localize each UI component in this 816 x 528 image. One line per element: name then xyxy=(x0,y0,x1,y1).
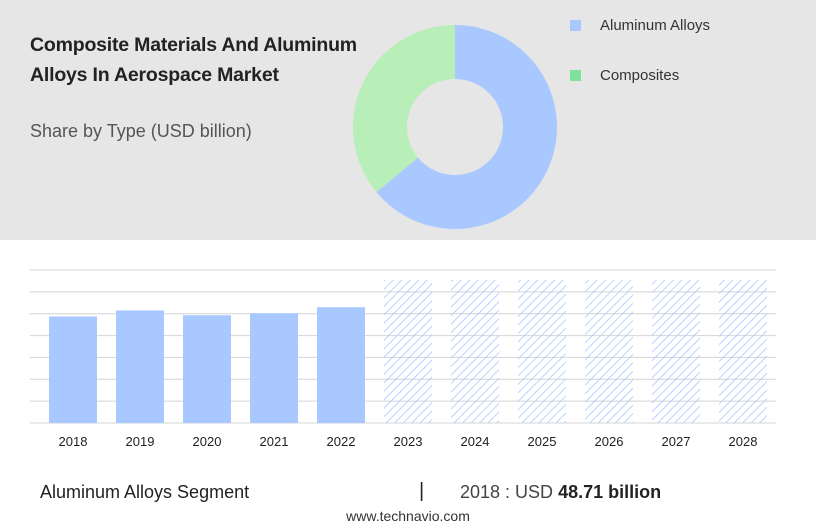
x-tick-label: 2019 xyxy=(126,434,155,449)
chart-subtitle: Share by Type (USD billion) xyxy=(30,121,252,141)
forecast-bar-2028 xyxy=(719,280,767,423)
x-tick-label: 2025 xyxy=(528,434,557,449)
legend-swatch-composites xyxy=(570,69,581,81)
footer-separator: | xyxy=(419,480,425,502)
x-tick-label: 2028 xyxy=(729,434,758,449)
bar-2022 xyxy=(317,307,365,423)
x-tick-label: 2022 xyxy=(327,434,356,449)
x-tick-label: 2021 xyxy=(260,434,289,449)
forecast-bar-2026 xyxy=(585,280,633,423)
legend-item-composites: Composites xyxy=(570,65,679,85)
chart-title: Composite Materials And Aluminum Alloys … xyxy=(30,34,357,86)
bar-2018 xyxy=(49,316,97,423)
bar-2020 xyxy=(183,315,231,423)
x-tick-label: 2024 xyxy=(461,434,490,449)
x-tick-label: 2026 xyxy=(595,434,624,449)
segment-amount: 48.71 billion xyxy=(558,482,662,502)
top-panel: Composite Materials And Aluminum Alloys … xyxy=(0,0,816,240)
x-tick-label: 2027 xyxy=(662,434,691,449)
legend-swatch-aluminum xyxy=(570,19,581,31)
segment-year: 2018 : USD xyxy=(460,482,554,502)
bar-chart: 2018 2019 2020 2021 2022 2023 2024 2025 2026 2027… xyxy=(30,269,776,449)
donut-chart xyxy=(353,25,557,229)
bar-2021 xyxy=(250,313,298,423)
x-tick-label: 2023 xyxy=(394,434,423,449)
legend-item-aluminum: Aluminum Alloys xyxy=(570,15,710,35)
segment-value: 2018 : USD 48.71 billion xyxy=(460,482,661,503)
donut-slice-composites xyxy=(353,25,455,193)
legend-label-aluminum: Aluminum Alloys xyxy=(600,16,711,34)
donut-slice-aluminum-alloys xyxy=(376,25,557,229)
website-link[interactable]: www.technavio.com xyxy=(346,508,470,524)
bar-2019 xyxy=(116,310,164,423)
forecast-bar-2025 xyxy=(518,280,566,423)
x-tick-label: 2018 xyxy=(59,434,88,449)
legend-label-composites: Composites xyxy=(600,66,680,84)
forecast-bar-2027 xyxy=(652,280,700,423)
x-tick-label: 2020 xyxy=(193,434,222,449)
forecast-bar-2023 xyxy=(384,280,432,423)
segment-label: Aluminum Alloys Segment xyxy=(40,482,250,502)
forecast-bar-2024 xyxy=(451,280,499,423)
